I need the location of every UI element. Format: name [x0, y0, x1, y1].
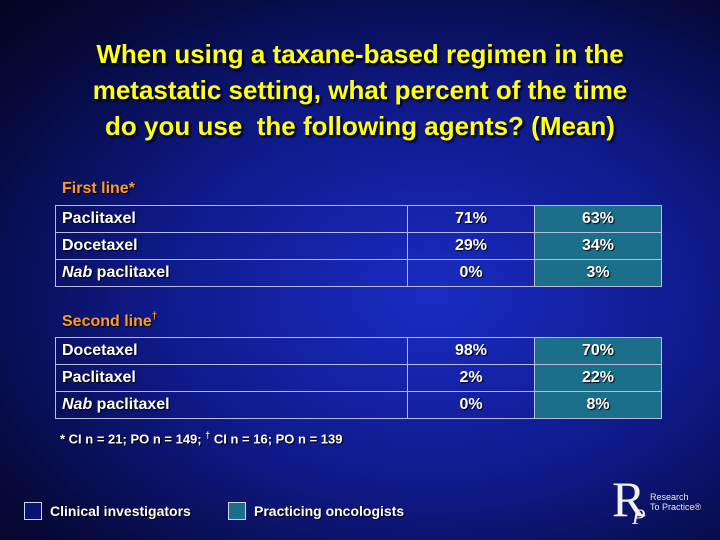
ci-value: 71%: [407, 205, 535, 233]
ci-value: 98%: [407, 337, 535, 365]
legend-po-label: Practicing oncologists: [254, 503, 405, 519]
logo-p: P: [632, 504, 646, 529]
table-row: Docetaxel 29% 34%: [55, 232, 662, 260]
ci-value: 0%: [407, 259, 535, 287]
po-value: 34%: [534, 232, 662, 260]
title-line: metastatic setting, what percent of the …: [92, 75, 628, 105]
ci-value: 2%: [407, 364, 535, 392]
agent-cell: Nab paclitaxel: [55, 259, 408, 287]
po-swatch: [228, 502, 246, 520]
title-line: When using a taxane-based regimen in the: [96, 39, 624, 69]
agent-cell: Nab paclitaxel: [55, 391, 408, 419]
logo-r: R: [612, 471, 646, 527]
po-value: 3%: [534, 259, 662, 287]
agent-cell: Docetaxel: [55, 337, 408, 365]
legend-practicing-oncologists: Practicing oncologists: [228, 502, 404, 520]
table-row: Docetaxel 98% 70%: [55, 337, 662, 365]
first-line-table: Paclitaxel 71% 63% Docetaxel 29% 34% Nab…: [55, 205, 662, 287]
logo-text: Research To Practice®: [650, 492, 702, 512]
rtp-logo: R P Research To Practice®: [612, 474, 712, 534]
table-row: Nab paclitaxel 0% 8%: [55, 391, 662, 419]
table-row: Nab paclitaxel 0% 3%: [55, 259, 662, 287]
first-line-label-text: First line: [62, 180, 129, 197]
po-value: 8%: [534, 391, 662, 419]
slide-title: When using a taxane-based regimen in the…: [20, 36, 700, 144]
table-row: Paclitaxel 71% 63%: [55, 205, 662, 233]
agent-cell: Paclitaxel: [55, 205, 408, 233]
po-value: 70%: [534, 337, 662, 365]
second-line-table: Docetaxel 98% 70% Paclitaxel 2% 22% Nab …: [55, 337, 662, 419]
legend-clinical-investigators: Clinical investigators: [24, 502, 191, 520]
title-line: do you use the following agents? (Mean): [105, 111, 615, 141]
legend-ci-label: Clinical investigators: [50, 503, 191, 519]
agent-cell: Docetaxel: [55, 232, 408, 260]
po-value: 63%: [534, 205, 662, 233]
second-line-label: Second line†: [62, 311, 158, 331]
footnote: * CI n = 21; PO n = 149; † CI n = 16; PO…: [60, 430, 343, 447]
ci-swatch: [24, 502, 42, 520]
po-value: 22%: [534, 364, 662, 392]
ci-value: 29%: [407, 232, 535, 260]
agent-cell: Paclitaxel: [55, 364, 408, 392]
first-line-marker: *: [128, 180, 135, 197]
second-line-marker: †: [151, 311, 158, 322]
table-row: Paclitaxel 2% 22%: [55, 364, 662, 392]
first-line-label: First line*: [62, 180, 135, 198]
ci-value: 0%: [407, 391, 535, 419]
second-line-label-text: Second line: [62, 313, 152, 330]
